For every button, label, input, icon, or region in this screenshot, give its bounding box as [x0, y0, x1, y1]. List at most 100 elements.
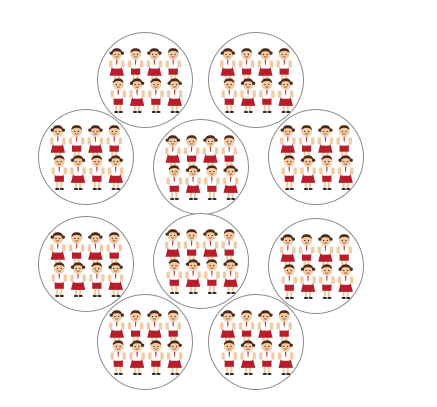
schoolchild-figure [129, 78, 145, 114]
children-group-circle [38, 216, 134, 312]
children-cluster [50, 232, 124, 298]
schoolchild-figure [221, 229, 237, 264]
schoolchild-figure [127, 310, 144, 345]
schoolchild-figure [222, 259, 239, 295]
schoolchild-figure [240, 78, 256, 114]
schoolchild-figure [51, 155, 67, 191]
schoolchild-figure [165, 48, 181, 83]
schoolchild-figure [110, 78, 126, 114]
schoolchild-figure [337, 264, 354, 300]
schoolchild-figure [221, 340, 237, 376]
schoolchild-figure [257, 48, 274, 83]
schoolchild-figure [238, 48, 255, 83]
children-group-circle [208, 32, 304, 128]
schoolchild-figure [106, 232, 122, 267]
children-cluster [109, 48, 183, 114]
schoolchild-figure [202, 135, 219, 170]
schoolchild-figure [336, 125, 352, 160]
schoolchild-figure [204, 165, 220, 201]
schoolchild-figure [220, 48, 236, 83]
schoolchild-figure [222, 165, 239, 201]
schoolchild-figure [298, 234, 315, 269]
children-group-circle [153, 213, 249, 309]
schoolchild-figure [185, 165, 201, 201]
children-cluster [280, 125, 354, 191]
schoolchild-figure [107, 262, 124, 298]
schoolchild-figure [221, 135, 237, 170]
schoolchild-figure [183, 135, 200, 170]
schoolchild-figure [70, 262, 86, 298]
schoolchild-figure [109, 310, 125, 345]
schoolchild-figure [336, 234, 352, 269]
children-cluster [50, 125, 124, 191]
children-cluster [220, 48, 294, 114]
children-group-circle [153, 119, 249, 215]
schoolchild-figure [300, 155, 316, 191]
schoolchild-figure [68, 125, 85, 160]
schoolchild-figure [276, 310, 292, 345]
schoolchild-figure [280, 125, 296, 160]
children-cluster [109, 310, 183, 376]
schoolchild-figure [109, 48, 125, 83]
schoolchild-figure [50, 125, 66, 160]
schoolchild-figure [166, 78, 183, 114]
schoolchild-figure [238, 310, 255, 345]
schoolchild-figure [204, 259, 220, 295]
schoolchild-figure [298, 125, 315, 160]
schoolchild-figure [281, 264, 297, 300]
children-cluster [165, 135, 239, 201]
children-group-circle [268, 218, 364, 314]
schoolchild-figure [68, 232, 85, 267]
schoolchild-figure [300, 264, 316, 300]
schoolchild-figure [221, 78, 237, 114]
schoolchild-figure [166, 259, 182, 295]
schoolchild-figure [319, 155, 335, 191]
schoolchild-figure [220, 310, 236, 345]
schoolchild-figure [259, 78, 275, 114]
schoolchild-figure [110, 340, 126, 376]
schoolchild-figure [165, 229, 181, 264]
schoolchild-figure [281, 155, 297, 191]
schoolchild-figure [319, 264, 335, 300]
children-group-circle [97, 294, 193, 390]
schoolchild-figure [89, 155, 105, 191]
children-group-circle [97, 32, 193, 128]
children-group-circle [208, 294, 304, 390]
schoolchild-figure [277, 78, 294, 114]
schoolchild-figure [337, 155, 354, 191]
schoolchild-figure [87, 125, 104, 160]
children-group-circle [38, 109, 134, 205]
children-cluster [220, 310, 294, 376]
schoolchild-figure [165, 135, 181, 170]
children-group-circle [268, 109, 364, 205]
schoolchild-figure [107, 155, 124, 191]
schoolchild-figure [317, 234, 334, 269]
schoolchild-figure [70, 155, 86, 191]
schoolchild-figure [257, 310, 274, 345]
schoolchild-figure [129, 340, 145, 376]
schoolchild-figure [183, 229, 200, 264]
schoolchild-figure [280, 234, 296, 269]
schoolchild-figure [165, 310, 181, 345]
schoolchild-figure [185, 259, 201, 295]
schoolchild-figure [259, 340, 275, 376]
schoolchild-figure [276, 48, 292, 83]
schoolchild-figure [277, 340, 294, 376]
schoolchild-figure [240, 340, 256, 376]
schoolchild-figure [51, 262, 67, 298]
schoolchild-figure [106, 125, 122, 160]
schoolchild-figure [148, 78, 164, 114]
schoolchild-figure [127, 48, 144, 83]
schoolchild-figure [166, 340, 183, 376]
schoolchild-figure [146, 310, 163, 345]
schoolchild-figure [146, 48, 163, 83]
schoolchild-figure [87, 232, 104, 267]
schoolchild-figure [317, 125, 334, 160]
children-cluster [165, 229, 239, 295]
schoolchild-figure [148, 340, 164, 376]
children-cluster [280, 234, 354, 300]
schoolchild-figure [166, 165, 182, 201]
schoolchild-figure [89, 262, 105, 298]
schoolchild-figure [50, 232, 66, 267]
